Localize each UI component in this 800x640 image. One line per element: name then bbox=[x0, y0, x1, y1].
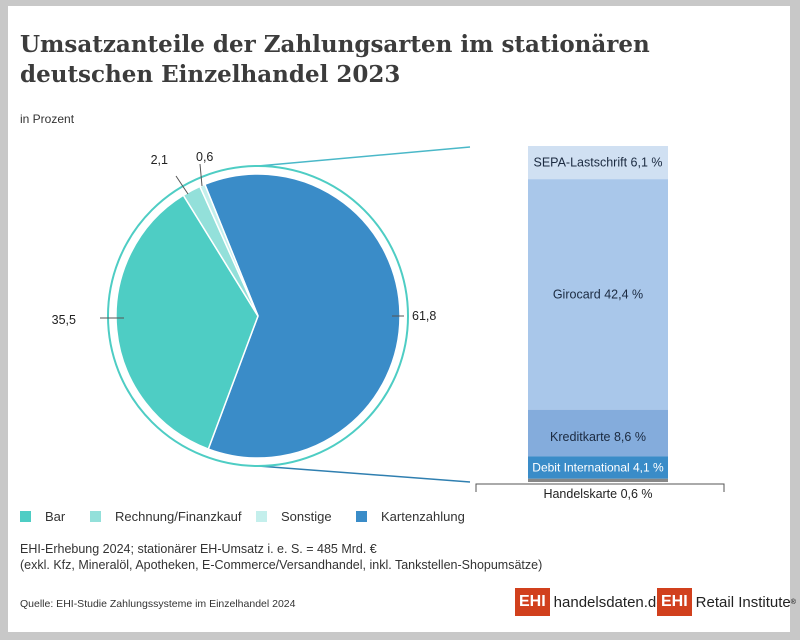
legend-item-rechnung: Rechnung/Finanzkauf bbox=[90, 509, 256, 524]
bar-segment-sepa-lastschrift bbox=[528, 146, 668, 180]
logo-text: handelsdaten.de bbox=[553, 593, 665, 611]
legend-item-sonstige: Sonstige bbox=[256, 509, 356, 524]
pie-label-leader bbox=[199, 163, 203, 187]
bar-segment-debit-international bbox=[528, 456, 668, 479]
bar-segment-label-handelskarte: Handelskarte 0,6 % bbox=[543, 487, 652, 501]
bar-segment-label: Debit International 4,1 % bbox=[532, 461, 664, 475]
legend-label: Rechnung/Finanzkauf bbox=[115, 509, 242, 524]
pie-label: 0,6 bbox=[196, 150, 213, 164]
legend-swatch bbox=[256, 511, 267, 522]
pie-label: 2,1 bbox=[151, 153, 168, 167]
ehi-badge: EHI bbox=[657, 588, 692, 616]
logo-text: Retail Institute bbox=[695, 593, 791, 611]
bar-segment-label: SEPA-Lastschrift 6,1 % bbox=[534, 156, 663, 170]
chart-title: Umsatzanteile der Zahlungsarten im stati… bbox=[20, 31, 650, 88]
footnote-line: (exkl. Kfz, Mineralöl, Apotheken, E-Comm… bbox=[20, 558, 543, 572]
connector-bottom bbox=[257, 465, 471, 483]
legend-item-kartenzahlung: Kartenzahlung bbox=[356, 509, 465, 524]
bar-segment-label: Girocard 42,4 % bbox=[553, 287, 643, 301]
logo-ehi-retail-institute[interactable]: EHI Retail Institute ® bbox=[657, 588, 796, 616]
chart-subtitle: in Prozent bbox=[20, 112, 75, 126]
legend-swatch bbox=[20, 511, 31, 522]
ehi-badge: EHI bbox=[515, 588, 550, 616]
legend-label: Sonstige bbox=[281, 509, 332, 524]
legend-item-bar: Bar bbox=[20, 509, 90, 524]
legend-swatch bbox=[90, 511, 101, 522]
connector-top bbox=[257, 146, 471, 167]
source: Quelle: EHI-Studie Zahlungssysteme im Ei… bbox=[20, 598, 296, 610]
bar-segment-handelskarte bbox=[528, 478, 668, 482]
legend-label: Bar bbox=[45, 509, 66, 524]
pie-label: 35,5 bbox=[52, 313, 76, 327]
pie-label: 61,8 bbox=[412, 309, 436, 323]
footnote-line: EHI-Erhebung 2024; stationärer EH-Umsatz… bbox=[20, 542, 377, 556]
legend: Bar Rechnung/Finanzkauf Sonstige Kartenz… bbox=[20, 509, 465, 524]
bar-segment-label: Kreditkarte 8,6 % bbox=[550, 430, 646, 444]
bar-segment-girocard bbox=[528, 179, 668, 410]
legend-label: Kartenzahlung bbox=[381, 509, 465, 524]
logo-handelsdaten[interactable]: EHI handelsdaten.de bbox=[515, 588, 665, 616]
bar-segment-kreditkarte bbox=[528, 409, 668, 457]
pie-label-leader bbox=[175, 175, 189, 195]
legend-swatch bbox=[356, 511, 367, 522]
pie-slice-kartenzahlung bbox=[203, 173, 401, 459]
footnote: EHI-Erhebung 2024; stationärer EH-Umsatz… bbox=[20, 541, 542, 573]
bracket bbox=[475, 483, 725, 492]
